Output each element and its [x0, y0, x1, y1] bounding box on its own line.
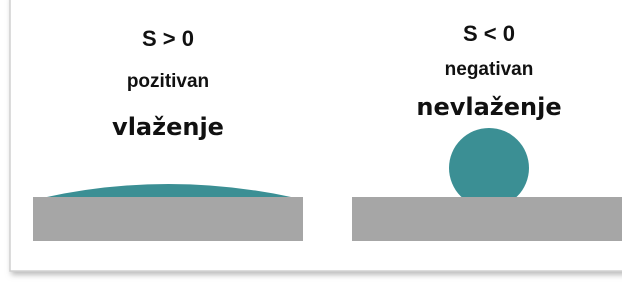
droplet	[449, 128, 529, 208]
substrate	[352, 197, 622, 241]
label: nevlaženje	[416, 93, 561, 121]
diagram: S > 0 pozitivan vlaženje S < 0 negativan…	[0, 0, 622, 283]
kind: negativan	[445, 59, 534, 80]
sign: S > 0	[142, 26, 194, 51]
sign: S < 0	[463, 21, 515, 46]
substrate	[33, 197, 303, 241]
kind: pozitivan	[127, 71, 209, 92]
label: vlaženje	[112, 113, 224, 141]
